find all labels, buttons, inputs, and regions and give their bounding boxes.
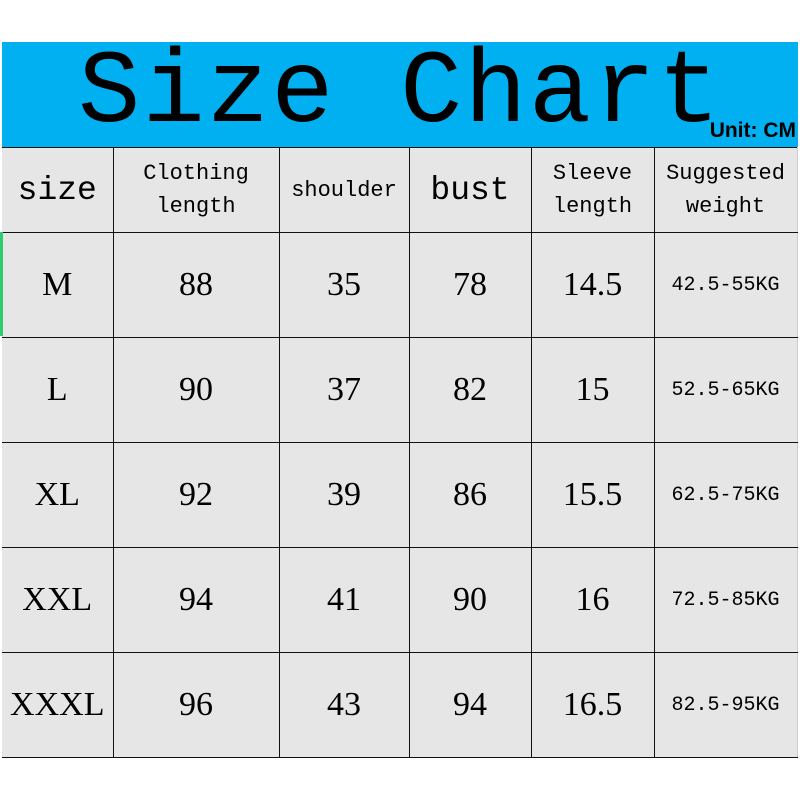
chart-title: Size Chart [77,35,723,153]
cell-shoulder: 43 [278,652,410,758]
header-clothing-length: Clothing length [112,147,280,233]
cell-sleeve-length: 14.5 [530,232,655,338]
table-row: XXXL 96 43 94 16.5 82.5-95KG [2,652,798,758]
cell-shoulder: 37 [278,337,410,443]
cell-sleeve-length: 16 [530,547,655,653]
table-row: XXL 94 41 90 16 72.5-85KG [2,547,798,653]
cell-size: XXL [2,547,114,653]
cell-suggested-weight: 82.5-95KG [653,652,798,758]
table-row: M 88 35 78 14.5 42.5-55KG [2,232,798,338]
cell-shoulder: 41 [278,547,410,653]
cell-suggested-weight: 62.5-75KG [653,442,798,548]
cell-sleeve-length: 15.5 [530,442,655,548]
cell-sleeve-length: 16.5 [530,652,655,758]
cell-size: XXXL [2,652,114,758]
cell-bust: 94 [408,652,532,758]
cell-clothing-length: 88 [112,232,280,338]
cell-shoulder: 35 [278,232,410,338]
cell-size: L [2,337,114,443]
header-sleeve-length: Sleeve length [530,147,655,233]
cell-size: M [2,232,114,338]
header-bust: bust [408,147,532,233]
cell-bust: 90 [408,547,532,653]
cell-bust: 86 [408,442,532,548]
cell-suggested-weight: 42.5-55KG [653,232,798,338]
cell-clothing-length: 96 [112,652,280,758]
cell-clothing-length: 92 [112,442,280,548]
size-table: size Clothing length shoulder bust Sleev… [2,147,798,758]
header-shoulder: shoulder [278,147,410,233]
header-row: size Clothing length shoulder bust Sleev… [2,147,798,233]
cell-bust: 78 [408,232,532,338]
cell-sleeve-length: 15 [530,337,655,443]
cell-clothing-length: 94 [112,547,280,653]
table-row: L 90 37 82 15 52.5-65KG [2,337,798,443]
cell-suggested-weight: 72.5-85KG [653,547,798,653]
unit-label: Unit: CM [709,119,796,142]
title-banner: Size Chart Unit: CM [2,35,798,153]
header-suggested-weight: Suggested weight [653,147,798,233]
cell-suggested-weight: 52.5-65KG [653,337,798,443]
cell-shoulder: 39 [278,442,410,548]
row-accent [0,232,3,336]
cell-size: XL [2,442,114,548]
header-size: size [2,147,114,233]
cell-bust: 82 [408,337,532,443]
table-row: XL 92 39 86 15.5 62.5-75KG [2,442,798,548]
cell-clothing-length: 90 [112,337,280,443]
